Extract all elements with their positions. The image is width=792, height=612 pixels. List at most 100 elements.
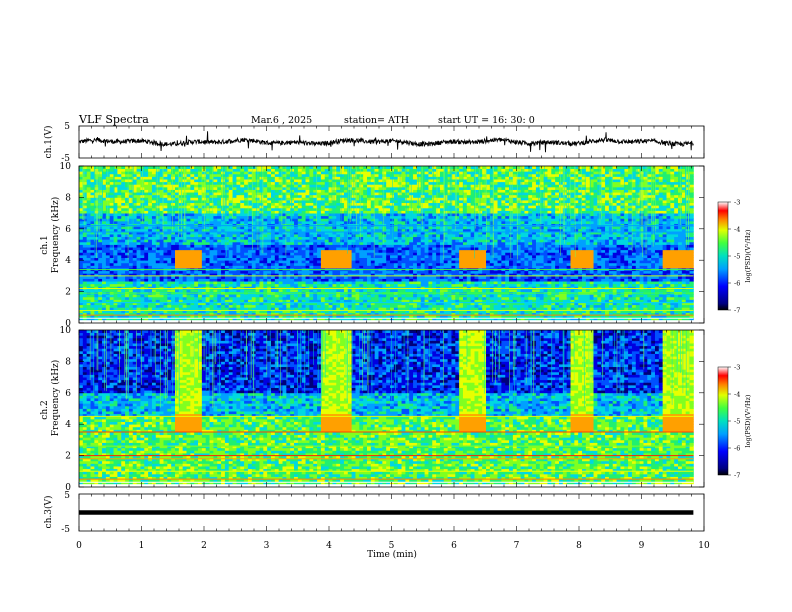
spectrogram-cell (224, 239, 230, 243)
spectrogram-cell (374, 283, 379, 287)
spectrogram-cell (343, 228, 349, 232)
spectrogram-cell (274, 236, 280, 240)
spectrogram-cell (201, 315, 207, 319)
spectrogram-cell (224, 288, 230, 292)
spectrogram-cell (151, 249, 157, 253)
spectrogram-cell (320, 312, 326, 316)
spectrogram-cell (297, 239, 303, 243)
spectrogram-cell (259, 273, 264, 277)
spectrogram-cell (102, 236, 107, 240)
spectrogram-cell (244, 189, 249, 193)
spectrogram-cell (378, 220, 383, 224)
spectrogram-cell (121, 296, 126, 300)
spectrogram-cell (209, 215, 214, 219)
spectrogram-cell (343, 294, 349, 298)
spectrogram-cell (359, 265, 364, 269)
spectrogram-cell (320, 309, 326, 313)
spectrogram-cell (125, 241, 130, 245)
spectrogram-cell (155, 166, 161, 170)
spectrogram-cell (167, 231, 172, 235)
spectrogram-cell (255, 275, 260, 279)
spectrogram-cell (267, 226, 272, 230)
spectrogram-cell (221, 317, 226, 321)
spectrogram-cell (290, 249, 295, 253)
spectrogram-cell (324, 239, 329, 243)
spectrogram-cell (94, 270, 99, 274)
spectrogram-cell (370, 218, 376, 222)
spectrogram-cell (317, 296, 322, 300)
spectrogram-cell (105, 288, 111, 292)
spectrogram-cell (213, 207, 218, 211)
spectrogram-cell (128, 239, 134, 243)
spectrogram-cell (382, 179, 387, 183)
spectrogram-cell (390, 296, 395, 300)
spectrogram-cell (290, 184, 295, 188)
spectrogram-cell (144, 257, 149, 261)
spectrogram-cell (320, 184, 326, 188)
spectrogram-cell (363, 171, 368, 175)
spectrogram-cell (328, 315, 333, 319)
spectrogram-cell (163, 179, 168, 183)
spectrogram-cell (317, 171, 322, 175)
spectrogram-cell (198, 296, 203, 300)
spectrogram-cell (217, 247, 222, 251)
spectrogram-cell (282, 179, 287, 183)
spectrogram-cell (205, 166, 210, 170)
spectrogram-cell (178, 215, 184, 219)
spectrogram-cell (190, 197, 195, 201)
spectrogram-cell (175, 247, 180, 251)
spectrogram-cell (328, 239, 333, 243)
spectrogram-cell (121, 226, 126, 230)
spectrogram-cell (132, 260, 137, 264)
spectrogram-cell (175, 312, 180, 316)
spectrogram-cell (317, 304, 322, 308)
spectrogram-cell (290, 173, 295, 177)
spectrogram-cell (198, 218, 203, 222)
spectrogram-cell (247, 260, 253, 264)
spectrogram-cell (374, 207, 379, 211)
spectrogram-cell (324, 241, 329, 245)
spectrogram-cell (94, 307, 99, 311)
spectrogram-cell (324, 244, 329, 248)
spectrogram-cell (102, 302, 107, 306)
spectrogram-cell (117, 236, 122, 240)
spectrogram-cell (117, 265, 122, 269)
spectrogram-cell (320, 304, 326, 308)
spectrogram-cell (378, 275, 383, 279)
spectrogram-cell (190, 179, 195, 183)
spectrogram-cell (340, 249, 345, 253)
spectrogram-cell (178, 231, 184, 235)
spectrogram-cell (278, 189, 283, 193)
spectrogram-cell (355, 192, 360, 196)
spectrogram-cell (228, 171, 233, 175)
spectrogram-cell (336, 168, 341, 172)
spectrogram-cell (228, 283, 233, 287)
spectrogram-cell (247, 286, 253, 290)
spectrogram-cell (121, 294, 126, 298)
spectrogram-cell (159, 197, 164, 201)
spectrogram-cell (167, 213, 172, 217)
spectrogram-cell (86, 286, 91, 290)
spectrogram-cell (105, 281, 111, 285)
spectrogram-cell (109, 299, 114, 303)
spectrogram-cell (205, 226, 210, 230)
spectrogram-cell (251, 286, 257, 290)
spectrogram-cell (282, 281, 287, 285)
spectrogram-cell (301, 213, 306, 217)
spectrogram-cell (274, 210, 280, 214)
spectrogram-cell (224, 296, 230, 300)
spectrogram-cell (244, 317, 249, 321)
spectrogram-cell (363, 176, 368, 180)
spectrogram-cell (159, 288, 164, 292)
spectrogram-cell (113, 234, 118, 238)
spectrogram-cell (144, 262, 149, 266)
spectrogram-cell (309, 265, 314, 269)
spectrogram-cell (363, 247, 368, 251)
spectrogram-cell (236, 207, 241, 211)
spectrogram-cell (340, 184, 345, 188)
spectrogram-cell (366, 249, 372, 253)
spectrogram-cell (313, 312, 318, 316)
spectrogram-cell (136, 239, 141, 243)
spectrogram-cell (221, 176, 226, 180)
spectrogram-cell (128, 252, 134, 256)
